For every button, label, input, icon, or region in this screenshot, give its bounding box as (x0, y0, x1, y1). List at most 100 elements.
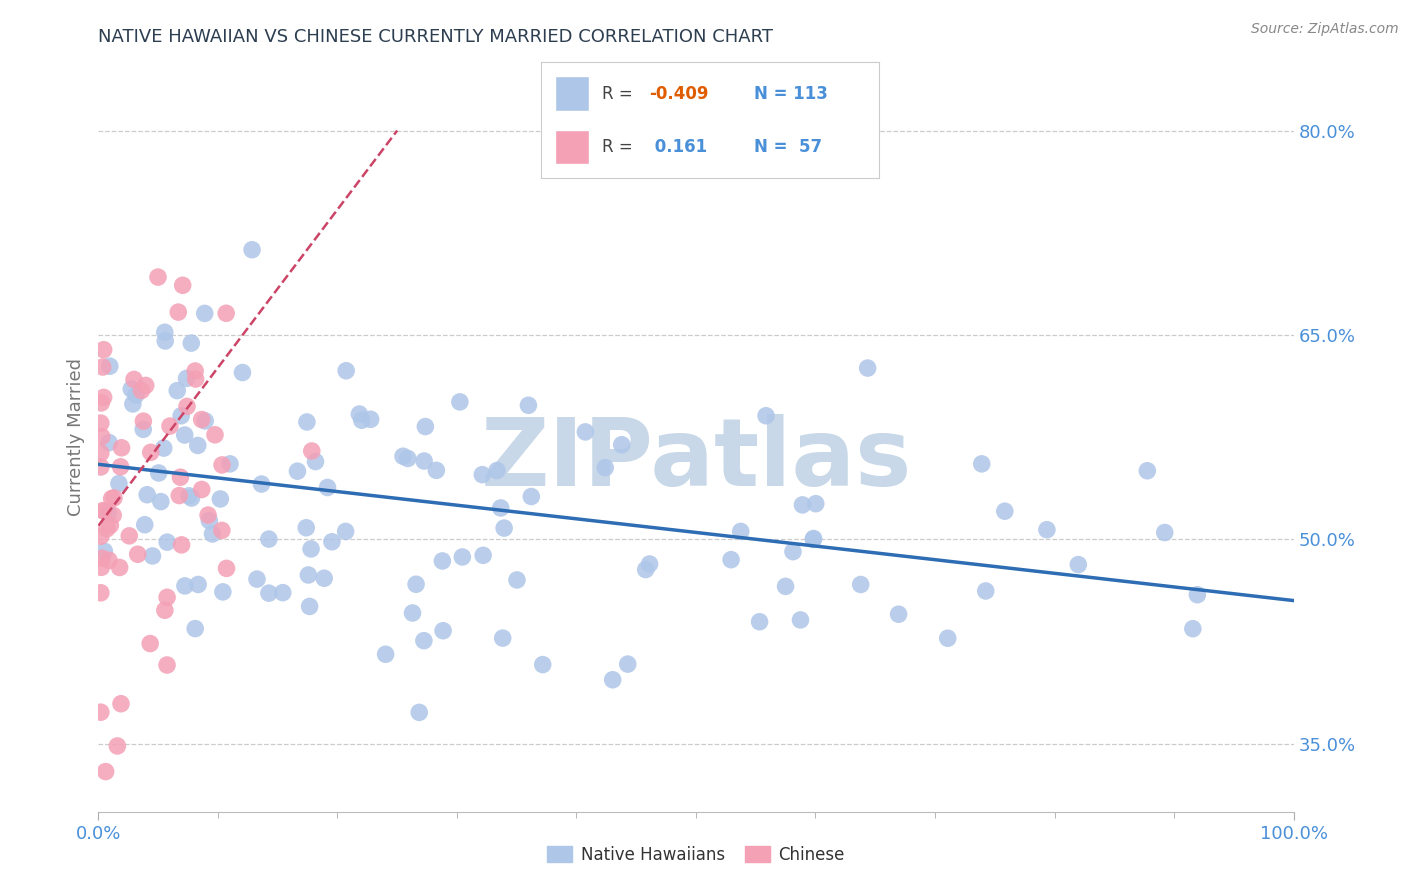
Text: 0.161: 0.161 (650, 138, 707, 156)
Point (492, 631, 515, 645)
Point (90, 705, 112, 719)
Point (1067, 558, 1090, 572)
Point (184, 622, 207, 636)
Point (177, 489, 200, 503)
Point (1036, 523, 1059, 537)
Point (121, 397, 143, 411)
Point (451, 549, 474, 564)
Text: R =: R = (602, 138, 633, 156)
Point (531, 657, 554, 672)
Point (401, 606, 423, 620)
Point (849, 577, 872, 591)
Point (122, 372, 145, 386)
Text: N = 113: N = 113 (754, 85, 828, 103)
Point (176, 371, 198, 385)
Point (91, 503, 114, 517)
Point (638, 557, 661, 571)
Point (489, 500, 512, 515)
Point (803, 532, 825, 546)
Point (936, 631, 959, 645)
Point (789, 613, 811, 627)
Point (93, 544, 115, 558)
Point (139, 445, 162, 459)
Point (156, 535, 179, 549)
Point (616, 657, 638, 672)
Point (792, 498, 814, 512)
Point (97, 506, 120, 520)
Point (212, 585, 235, 599)
Point (298, 599, 321, 614)
Text: R =: R = (602, 85, 633, 103)
Point (250, 477, 273, 491)
Point (748, 615, 770, 629)
Point (593, 460, 616, 475)
Point (108, 560, 131, 574)
Point (301, 444, 323, 458)
Point (449, 395, 471, 409)
Point (211, 458, 233, 472)
Point (170, 538, 193, 552)
Point (287, 464, 309, 478)
Point (804, 497, 827, 511)
Point (93, 504, 115, 518)
Text: N =  57: N = 57 (754, 138, 823, 156)
Point (90, 586, 112, 600)
Point (335, 364, 357, 378)
Point (131, 384, 153, 398)
Point (1136, 464, 1159, 478)
Point (198, 514, 221, 528)
Point (396, 451, 419, 466)
Point (135, 378, 157, 392)
Point (90, 396, 112, 410)
Point (602, 673, 624, 687)
Point (415, 419, 437, 434)
Point (887, 607, 910, 622)
Point (190, 412, 212, 426)
Point (257, 532, 280, 546)
Point (304, 454, 326, 468)
Point (506, 573, 529, 587)
Point (432, 624, 454, 638)
Point (349, 407, 371, 421)
Point (187, 577, 209, 591)
Point (93, 391, 115, 405)
Point (856, 361, 879, 376)
Text: NATIVE HAWAIIAN VS CHINESE CURRENTLY MARRIED CORRELATION CHART: NATIVE HAWAIIAN VS CHINESE CURRENTLY MAR… (98, 28, 773, 45)
Point (634, 563, 657, 577)
Point (350, 413, 373, 427)
Point (314, 571, 336, 585)
Point (169, 489, 191, 503)
Point (125, 388, 148, 402)
Point (90, 560, 112, 574)
Point (782, 544, 804, 558)
Point (101, 508, 124, 523)
Point (141, 549, 163, 563)
Point (176, 400, 198, 414)
Point (1153, 525, 1175, 540)
Point (159, 419, 181, 434)
Point (120, 382, 142, 396)
Point (152, 441, 174, 455)
Point (610, 438, 633, 452)
Point (96, 522, 118, 536)
Point (136, 488, 159, 502)
Point (148, 466, 170, 480)
Point (173, 428, 195, 442)
Point (412, 633, 434, 648)
Point (494, 521, 516, 535)
Point (374, 647, 396, 661)
Point (153, 603, 176, 617)
Point (153, 325, 176, 339)
Point (90, 429, 112, 443)
Point (105, 739, 128, 753)
Point (110, 459, 132, 474)
Point (471, 467, 494, 482)
Text: Source: ZipAtlas.com: Source: ZipAtlas.com (1251, 22, 1399, 37)
Bar (555, 129, 589, 164)
Point (246, 572, 269, 586)
Point (392, 449, 415, 463)
Point (405, 577, 427, 591)
Point (174, 579, 197, 593)
Point (139, 636, 162, 650)
Point (180, 491, 202, 505)
